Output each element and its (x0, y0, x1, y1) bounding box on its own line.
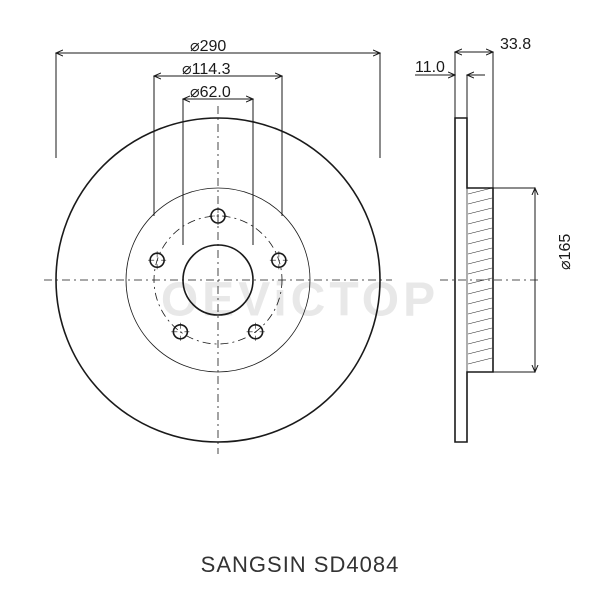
dim-d114: ⌀114.3 (182, 59, 230, 79)
front-view (0, 0, 600, 600)
dim-w33: 33.8 (500, 36, 531, 54)
dim-d165: ⌀165 (555, 234, 575, 270)
dim-d290: ⌀290 (190, 36, 226, 56)
dim-t11: 11.0 (415, 59, 445, 77)
drawing-container: OEViCTOP ⌀290 ⌀114.3 ⌀62.0 33.8 11.0 ⌀16… (0, 0, 600, 600)
dim-d62: ⌀62.0 (190, 82, 231, 102)
caption: SANGSIN SD4084 (0, 552, 600, 578)
